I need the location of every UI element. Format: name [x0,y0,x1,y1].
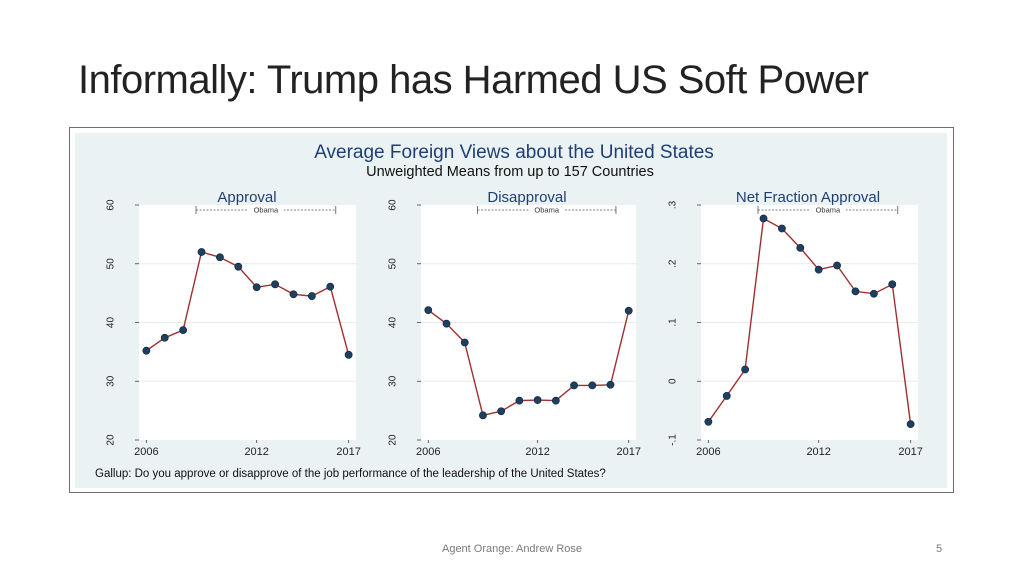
chart-2-data-point [479,411,487,420]
chart-3-x-tick-label: 2012 [806,446,830,458]
chart-3-data-point [906,420,915,429]
chart-3-data-point [759,214,768,223]
chart-3-data-point [888,280,897,289]
chart-3-y-tick-label: 0 [668,378,679,384]
chart-2-data-point [460,338,469,347]
chart-1-title: Approval [217,189,276,206]
chart-2-y-tick-label: 60 [388,199,399,211]
chart-1-y-tick-label: 40 [106,317,117,329]
figure-note: Gallup: Do you approve or disapprove of … [95,468,606,480]
chart-3-data-point [741,365,750,374]
chart-2-y-tick-label: 40 [388,317,399,329]
figure-title: Average Foreign Views about the United S… [314,142,714,163]
chart-2-title: Disapproval [487,189,566,206]
chart-3-x-tick-label: 2006 [696,446,720,458]
chart-1-data-point [179,326,188,335]
chart-2-x-tick-label: 2017 [616,446,640,458]
chart-2-annotation-label: Obama [534,206,559,215]
chart-1-x-tick-label: 2012 [244,446,268,458]
chart-3-title: Net Fraction Approval [736,189,880,206]
chart-2-data-point [497,407,506,416]
chart-1-x-tick-label: 2017 [336,446,360,458]
chart-3-data-point [796,243,805,252]
page-number: 5 [936,543,943,555]
slide-footer: Agent Orange: Andrew Rose [441,543,583,555]
chart-1-annotation-label-bg [247,205,284,215]
chart-2-x-tick-label: 2012 [525,446,549,458]
chart-2-data-point [424,306,433,315]
chart-1-data-point [344,350,353,359]
chart-2-data-point [533,396,542,404]
chart-3-x-tick-label: 2017 [898,446,922,458]
chart-1-annotation-label: Obama [254,206,279,215]
chart-3-data-point [851,287,860,296]
chart-1-x-tick-label: 2006 [134,446,158,458]
chart-2-data-point [442,319,451,328]
chart-3-annotation-label-bg [809,205,846,215]
chart-3-data-point [814,265,823,274]
chart-3-data-point [722,392,731,400]
chart-2-annotation-label-bg [528,205,565,215]
chart-3-y-tick-label: .1 [668,318,679,327]
chart-1-data-point [216,253,224,262]
chart-1-data-point [252,283,261,292]
chart-1-data-point [307,292,316,300]
chart-3-data-point [778,224,786,233]
chart-1-data-point [197,248,206,256]
chart-3-data-point [833,261,841,270]
chart-3-data-point [869,289,878,298]
chart-2-x-tick-label: 2006 [416,446,440,458]
chart-1-y-tick-label: 60 [106,199,117,211]
chart-1-data-point [289,290,298,299]
chart-1-data-point [160,333,169,342]
chart-2-y-tick-label: 30 [388,375,399,387]
chart-3-y-tick-label: .3 [668,200,679,209]
chart-2-data-point [551,396,560,405]
chart-2-y-tick-label: 50 [388,258,399,270]
chart-2-data-point [570,381,578,390]
chart-2-data-point [515,396,524,405]
chart-2-data-point [624,306,633,315]
chart-1-data-point [142,346,151,355]
slide-title: Informally: Trump has Harmed US Soft Pow… [78,58,869,102]
chart-1-data-point [234,262,243,271]
chart-1-data-point [271,280,279,289]
chart-3-y-tick-label: -.1 [668,434,679,446]
chart-3-data-point [704,417,713,426]
chart-3-annotation-label: Obama [816,206,841,215]
chart-1-y-tick-label: 30 [106,375,117,387]
chart-1-data-point [326,282,335,291]
chart-1-y-tick-label: 20 [106,434,117,446]
chart-1-y-tick-label: 50 [106,258,117,270]
chart-3-y-tick-label: .2 [668,259,679,268]
chart-2-y-tick-label: 20 [388,434,399,446]
figure-subtitle: Unweighted Means from up to 157 Countrie… [366,164,654,180]
chart-2-data-point [606,380,615,389]
chart-2-data-point [588,381,597,390]
